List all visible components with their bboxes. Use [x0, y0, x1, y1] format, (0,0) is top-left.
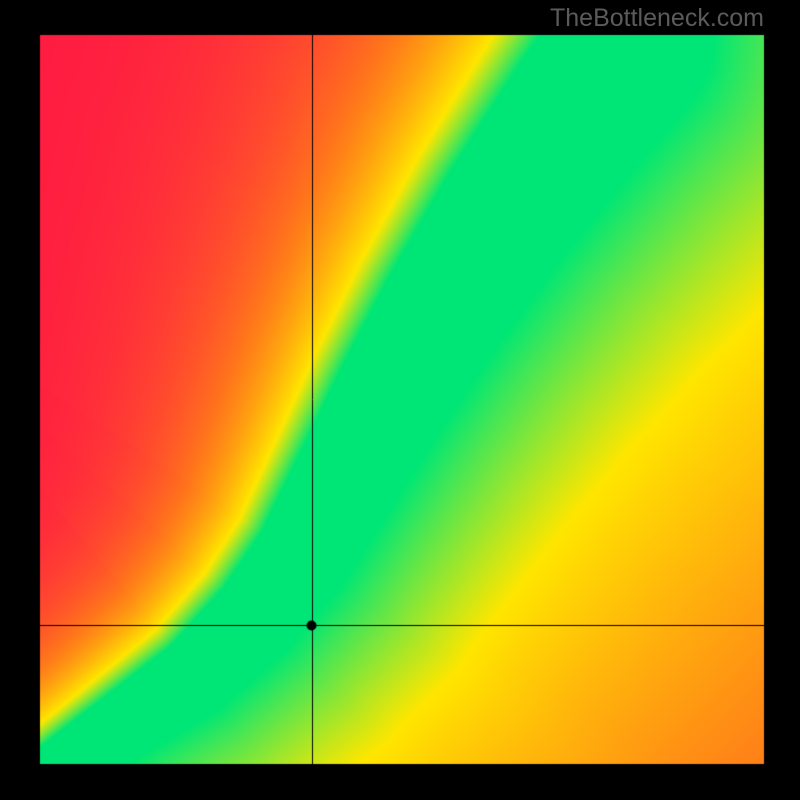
- watermark-text: TheBottleneck.com: [550, 4, 764, 33]
- bottleneck-heatmap: [0, 0, 800, 800]
